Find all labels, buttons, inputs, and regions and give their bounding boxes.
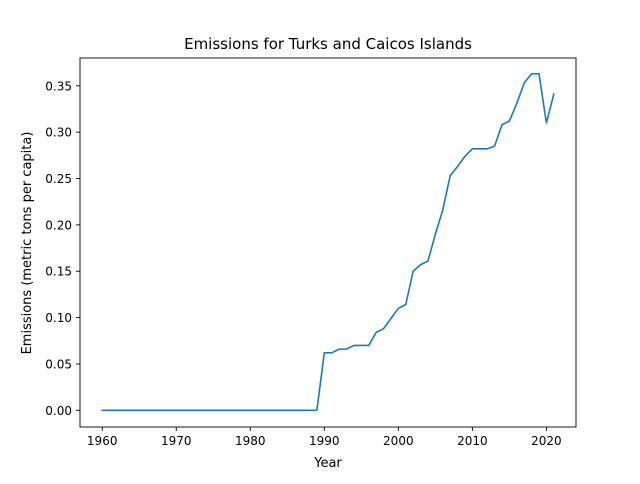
- y-tick-label: 0.35: [45, 79, 72, 93]
- y-axis-label: Emissions (metric tons per capita): [20, 132, 35, 355]
- x-tick-label: 2020: [531, 434, 562, 448]
- x-tick-label: 1970: [161, 434, 192, 448]
- chart-title: Emissions for Turks and Caicos Islands: [184, 35, 472, 53]
- x-tick-label: 2000: [383, 434, 414, 448]
- y-tick-label: 0.05: [45, 357, 72, 371]
- y-tick-label: 0.20: [45, 218, 72, 232]
- y-tick-label: 0.30: [45, 126, 72, 140]
- axes-frame: [79, 57, 577, 428]
- y-tick-label: 0.10: [45, 311, 72, 325]
- y-tick-label: 0.00: [45, 404, 72, 418]
- x-axis-label: Year: [313, 456, 342, 471]
- x-tick-label: 1980: [235, 434, 266, 448]
- y-tick-label: 0.15: [45, 265, 72, 279]
- x-tick-label: 1990: [309, 434, 340, 448]
- x-tick-label: 1960: [87, 434, 118, 448]
- y-tick-label: 0.25: [45, 172, 72, 186]
- x-tick-label: 2010: [457, 434, 488, 448]
- series-line: [101, 72, 555, 412]
- plot-area: 1960 1970 1980 1990 2000 2010 2020 0.00 0.05 0.10…: [45, 57, 577, 448]
